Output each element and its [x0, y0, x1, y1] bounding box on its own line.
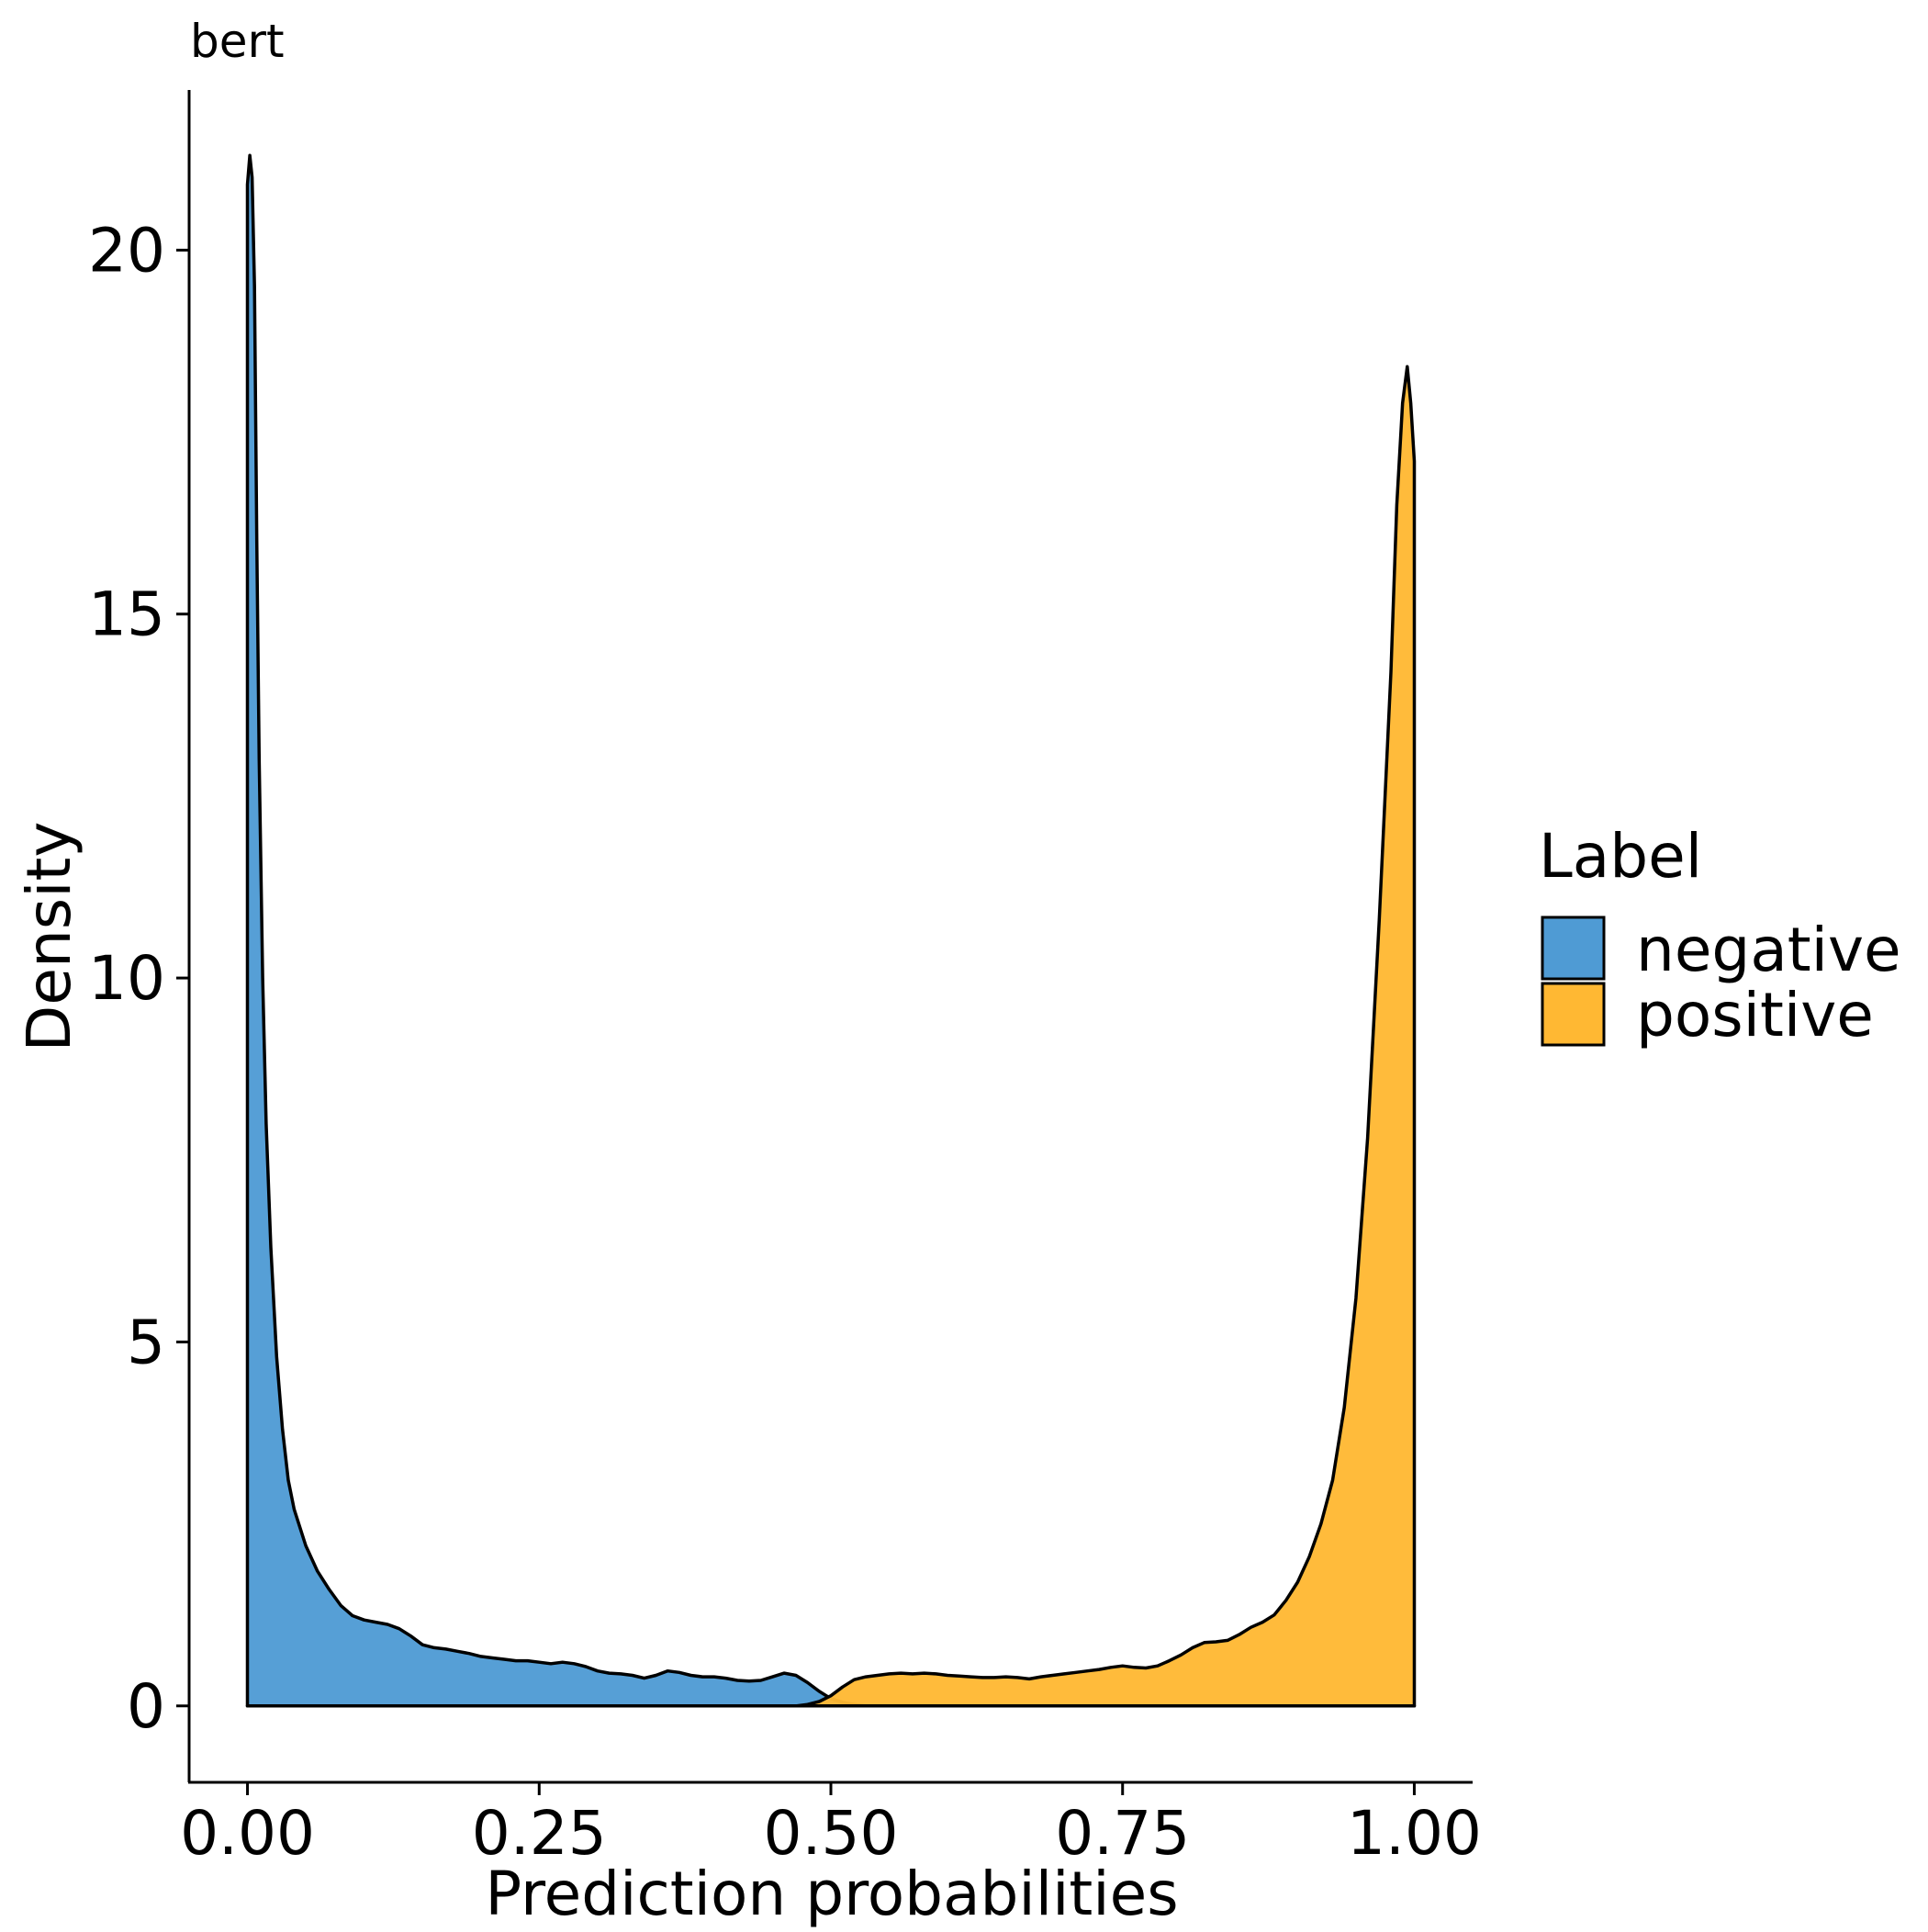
- legend-label-positive: positive: [1636, 980, 1874, 1050]
- y-axis-title: Density: [14, 822, 84, 1052]
- y-tick-label: 10: [88, 943, 165, 1014]
- x-tick-label: 0.75: [1055, 1798, 1190, 1869]
- y-tick-label: 5: [127, 1307, 165, 1377]
- x-tick-label: 0.25: [472, 1798, 607, 1869]
- ticks: 0.00 0.25 0.50 0.75 1.00 0 5 10 15 20: [88, 215, 1482, 1869]
- legend-key-positive: [1541, 982, 1606, 1047]
- panel-title: bert: [190, 15, 285, 68]
- legend-title: Label: [1539, 821, 1702, 892]
- x-axis-title: Prediction probabilities: [485, 1859, 1178, 1928]
- density-area-positive: [245, 365, 1417, 1708]
- x-tick-label: 0.50: [764, 1798, 899, 1869]
- legend: Label negative positive: [1539, 821, 1901, 1050]
- x-tick-label: 0.00: [180, 1798, 315, 1869]
- axes: [187, 90, 1473, 1784]
- y-tick-label: 15: [88, 579, 165, 650]
- x-tick-label: 1.00: [1347, 1798, 1482, 1869]
- legend-key-negative: [1541, 915, 1606, 981]
- legend-label-negative: negative: [1636, 915, 1901, 985]
- y-tick-label: 20: [88, 215, 165, 286]
- y-tick-label: 0: [127, 1671, 165, 1742]
- density-area-negative: [245, 153, 1417, 1708]
- density-areas: [245, 153, 1417, 1708]
